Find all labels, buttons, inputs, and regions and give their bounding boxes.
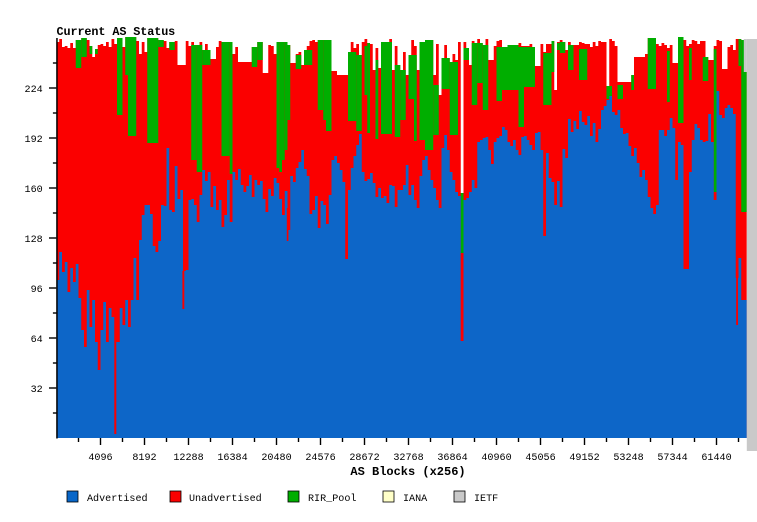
svg-text:57344: 57344 <box>657 453 687 464</box>
svg-text:Advertised: Advertised <box>87 493 148 505</box>
svg-text:IETF: IETF <box>474 494 498 505</box>
svg-text:RIR_Pool: RIR_Pool <box>308 493 356 505</box>
svg-text:4096: 4096 <box>88 453 112 464</box>
svg-text:40960: 40960 <box>481 453 511 464</box>
svg-text:64: 64 <box>31 335 43 346</box>
svg-text:16384: 16384 <box>217 453 247 464</box>
svg-text:49152: 49152 <box>569 453 599 464</box>
svg-text:192: 192 <box>25 135 43 146</box>
svg-text:61440: 61440 <box>701 453 731 464</box>
svg-text:45056: 45056 <box>525 453 555 464</box>
svg-text:32: 32 <box>31 385 43 396</box>
svg-text:Unadvertised: Unadvertised <box>189 493 262 505</box>
svg-text:Current AS Status: Current AS Status <box>57 25 176 39</box>
svg-text:AS Blocks (x256): AS Blocks (x256) <box>350 465 465 479</box>
svg-text:8192: 8192 <box>132 453 156 464</box>
svg-text:128: 128 <box>25 235 43 246</box>
svg-text:24576: 24576 <box>305 453 335 464</box>
svg-text:28672: 28672 <box>349 453 379 464</box>
svg-text:53248: 53248 <box>613 453 643 464</box>
svg-text:12288: 12288 <box>173 453 203 464</box>
svg-text:36864: 36864 <box>437 453 467 464</box>
svg-text:96: 96 <box>31 285 43 296</box>
svg-text:20480: 20480 <box>261 453 291 464</box>
svg-text:160: 160 <box>25 185 43 196</box>
svg-text:IANA: IANA <box>403 494 428 505</box>
svg-text:32768: 32768 <box>393 453 423 464</box>
svg-text:224: 224 <box>25 85 43 96</box>
